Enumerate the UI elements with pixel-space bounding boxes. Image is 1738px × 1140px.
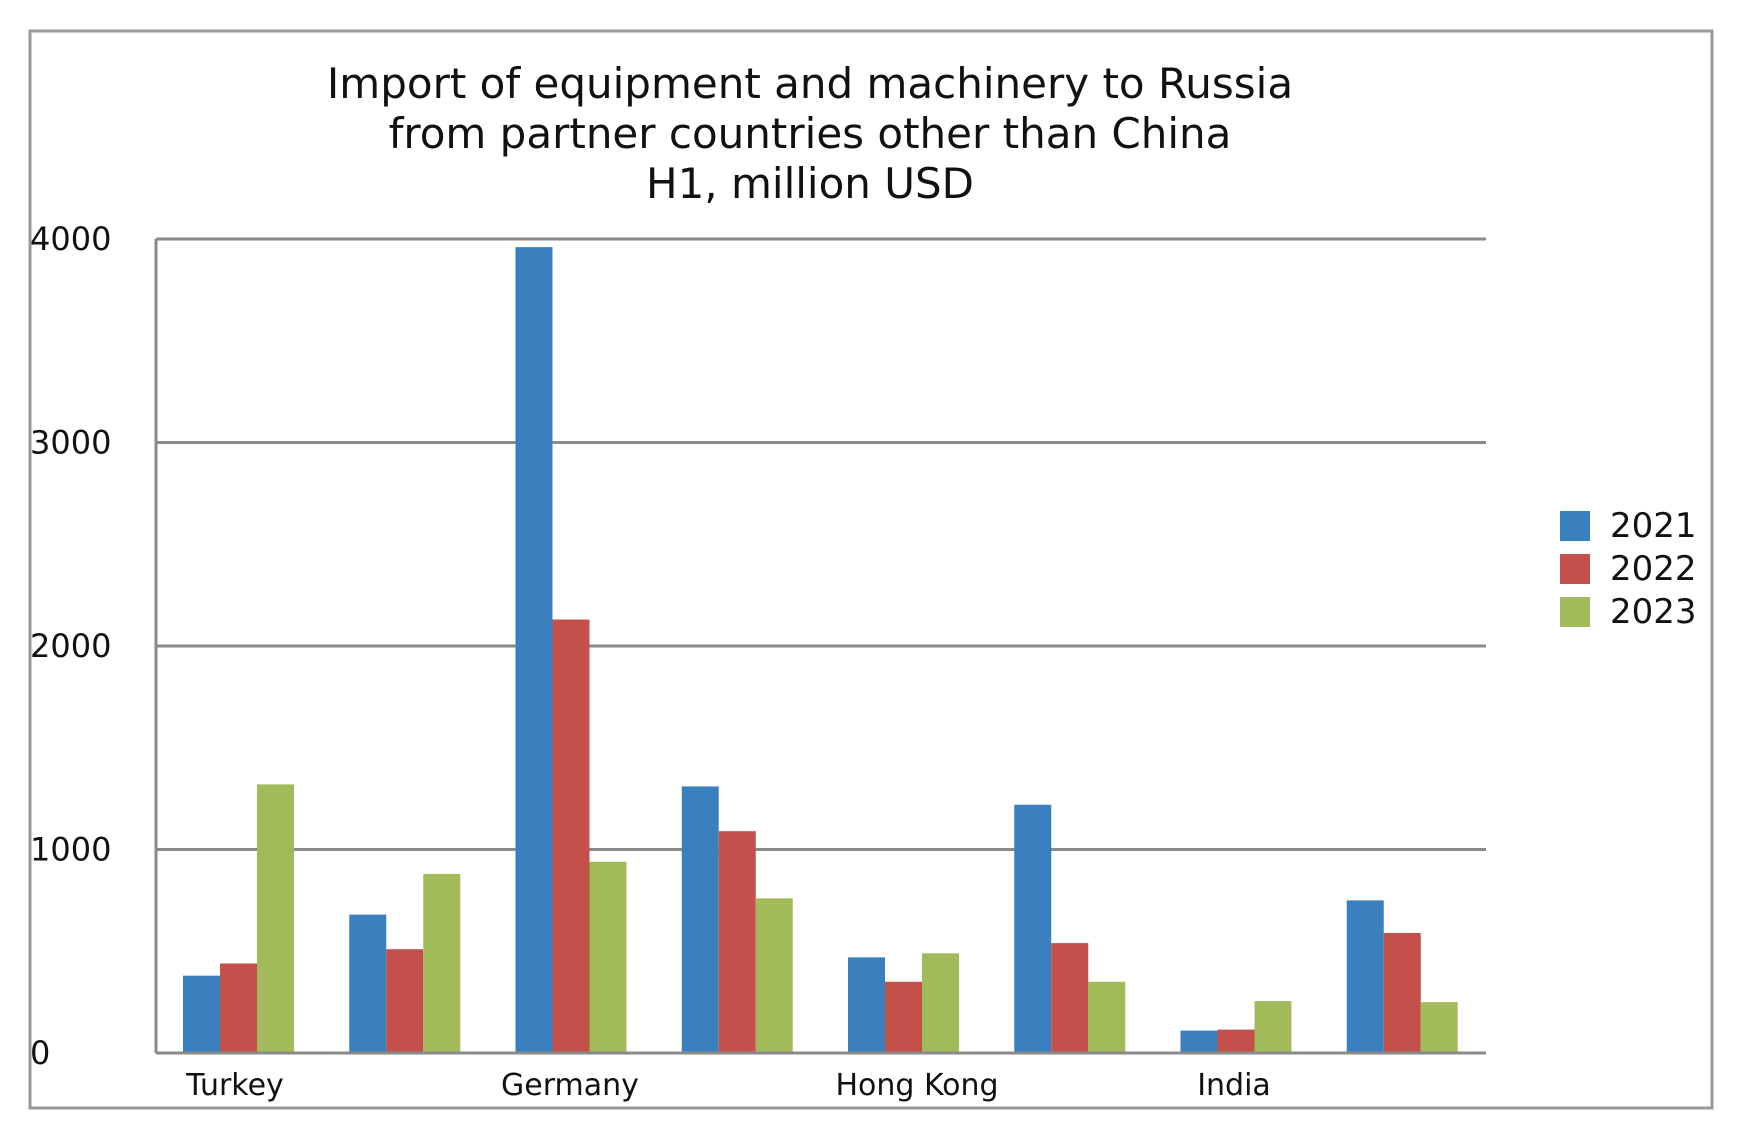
axes [154, 239, 1486, 1055]
bar-2022-cat3 [718, 831, 756, 1053]
bar-2022-cat1 [386, 949, 424, 1053]
legend-label: 2022 [1610, 549, 1697, 589]
chart-title: Import of equipment and machinery to Rus… [327, 59, 1293, 208]
y-tick-label: 0 [30, 1034, 50, 1072]
bar-2023-cat4 [922, 953, 959, 1053]
bar-2021-cat6 [1180, 1030, 1218, 1053]
x-tick-label: India [1197, 1068, 1271, 1103]
bar-2021-cat7 [1346, 900, 1384, 1053]
chart-title-line: from partner countries other than China [389, 109, 1232, 158]
x-tick-label: Germany [501, 1068, 639, 1103]
bar-2022-cat7 [1383, 932, 1421, 1053]
bar-2023-cat6 [1254, 1001, 1292, 1053]
y-axis-ticks: 0 1000 2000 3000 4000 [30, 220, 111, 1072]
legend-label: 2023 [1610, 592, 1697, 632]
bar-2021-cat4 [848, 957, 885, 1053]
bar-2021-cat0 [183, 975, 220, 1053]
bar-2021-cat5 [1014, 804, 1052, 1053]
bar-2021-cat1 [349, 914, 387, 1053]
bar-2023-cat2 [589, 861, 627, 1053]
y-tick-label: 2000 [30, 627, 111, 665]
x-tick-label: Turkey [185, 1068, 284, 1103]
bar-2022-cat2 [552, 619, 590, 1053]
bar-2023-cat3 [755, 898, 793, 1053]
bar-2022-cat6 [1217, 1029, 1255, 1053]
y-tick-label: 4000 [30, 220, 111, 258]
legend-label: 2021 [1610, 506, 1697, 546]
bar-2022-cat0 [220, 963, 257, 1053]
bar-2023-cat0 [257, 784, 294, 1053]
y-tick-label: 3000 [30, 424, 111, 462]
bar-2023-cat7 [1420, 1002, 1458, 1053]
x-axis-ticks: Turkey Germany Hong Kong India [185, 1068, 1271, 1103]
bar-2023-cat1 [423, 873, 461, 1053]
y-tick-label: 1000 [30, 831, 111, 869]
legend-swatch-2021 [1560, 511, 1590, 541]
bar-2021-cat2 [515, 247, 553, 1053]
bars [183, 247, 1458, 1053]
legend-swatch-2022 [1560, 554, 1590, 584]
bar-2022-cat5 [1051, 943, 1089, 1053]
chart-title-line: Import of equipment and machinery to Rus… [327, 59, 1293, 108]
bar-2023-cat5 [1088, 981, 1126, 1053]
bar-2022-cat4 [885, 981, 922, 1053]
bar-2021-cat3 [681, 786, 719, 1053]
chart-title-line: H1, million USD [646, 159, 974, 208]
chart-frame [28, 29, 1714, 1110]
x-tick-label: Hong Kong [835, 1068, 998, 1103]
legend-swatch-2023 [1560, 597, 1590, 627]
